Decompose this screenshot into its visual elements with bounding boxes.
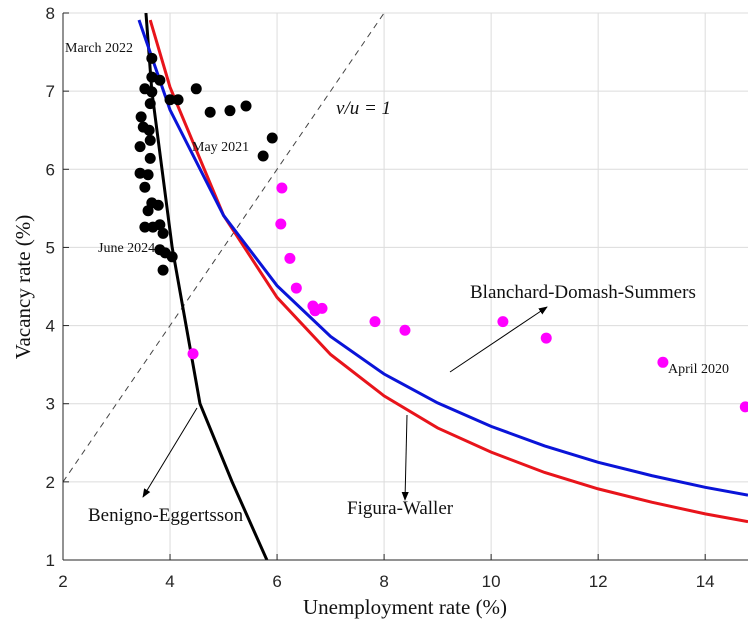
point — [139, 221, 151, 233]
point — [739, 401, 748, 413]
point — [224, 105, 236, 117]
point — [540, 332, 552, 344]
x-tick-label: 8 — [379, 572, 388, 591]
point — [144, 152, 156, 164]
point — [166, 251, 178, 263]
curve-label: Benigno-Eggertsson — [88, 505, 244, 526]
annotation: March 2022 — [65, 41, 133, 56]
point — [134, 141, 146, 153]
point — [135, 111, 147, 123]
point — [146, 86, 158, 98]
point — [157, 264, 169, 276]
point — [240, 100, 252, 112]
point — [284, 252, 296, 264]
x-tick-label: 12 — [589, 572, 608, 591]
arrow — [401, 414, 409, 501]
curve — [148, 19, 748, 524]
y-tick-label: 1 — [46, 551, 55, 570]
point — [143, 124, 155, 136]
point — [369, 316, 381, 328]
point — [266, 132, 278, 144]
y-tick-label: 7 — [46, 82, 55, 101]
point — [275, 218, 287, 230]
x-tick-label: 6 — [272, 572, 281, 591]
point — [146, 52, 158, 64]
y-tick-label: 6 — [46, 160, 55, 179]
y-tick-label: 2 — [46, 473, 55, 492]
annotation: May 2021 — [192, 140, 249, 155]
reference-line — [63, 13, 385, 483]
point — [152, 199, 164, 211]
x-tick-label: 2 — [58, 572, 67, 591]
curve-label: Figura-Waller — [347, 498, 454, 519]
x-axis-label: Unemployment rate (%) — [303, 595, 507, 619]
point — [399, 324, 411, 336]
curve-label: Blanchard-Domash-Summers — [470, 282, 696, 303]
arrow — [142, 407, 198, 498]
point — [316, 302, 328, 314]
y-tick-label: 3 — [46, 395, 55, 414]
x-tick-label: 4 — [165, 572, 174, 591]
point — [276, 182, 288, 194]
x-tick-label: 10 — [482, 572, 501, 591]
annotation: v/u = 1 — [336, 98, 391, 119]
point — [142, 169, 154, 181]
point — [497, 316, 509, 328]
x-tick-label: 14 — [696, 572, 715, 591]
point — [257, 150, 269, 162]
point — [144, 134, 156, 146]
arrow — [449, 306, 548, 373]
point — [139, 181, 151, 193]
point — [290, 282, 302, 294]
y-axis-label: Vacancy rate (%) — [11, 215, 35, 360]
y-tick-label: 4 — [46, 317, 55, 336]
point — [154, 219, 166, 231]
curve — [137, 19, 748, 497]
point — [204, 106, 216, 118]
point — [187, 348, 199, 360]
point — [154, 74, 166, 86]
point — [657, 356, 669, 368]
point — [157, 227, 169, 239]
point — [164, 94, 176, 106]
annotation: April 2020 — [668, 362, 729, 377]
point — [190, 83, 202, 95]
annotation: June 2024 — [98, 241, 155, 256]
y-tick-label: 8 — [46, 4, 55, 23]
point — [142, 205, 154, 217]
y-tick-label: 5 — [46, 238, 55, 257]
point — [144, 98, 156, 110]
point — [172, 94, 184, 106]
